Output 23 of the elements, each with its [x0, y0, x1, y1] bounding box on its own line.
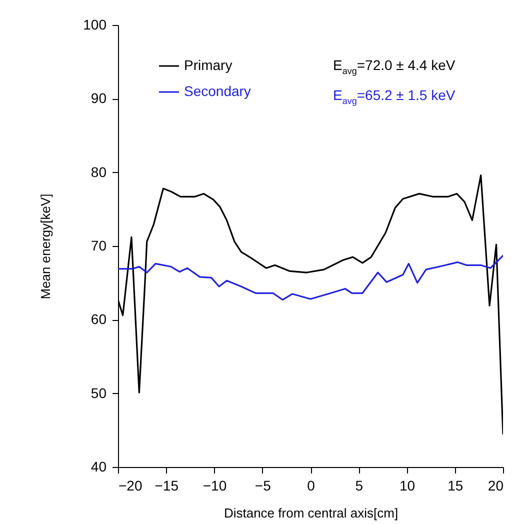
y-tick-label: 40: [90, 458, 107, 474]
y-tick-label: 50: [90, 384, 107, 401]
annotation: E$_{avg}$=72.0 ± 4.4 keV: [333, 57, 456, 76]
legend-label: Primary: [184, 57, 232, 73]
y-tick-label: 90: [90, 90, 107, 106]
x-tick-label: 0: [307, 478, 316, 494]
y-axis-title: Mean energy[keV]: [38, 194, 54, 300]
legend-label: Secondary: [184, 83, 251, 99]
y-tick-label: 60: [90, 311, 107, 328]
x-tick-label: 5: [355, 478, 364, 494]
y-tick-label: 70: [90, 238, 107, 254]
x-tick-label: −20: [118, 478, 142, 494]
y-tick-label: 100: [83, 16, 107, 32]
x-axis-title: Distance from central axis[cm]: [224, 506, 398, 520]
x-tick-label: −5: [254, 478, 272, 494]
x-tick-label: −15: [154, 478, 179, 494]
y-tick-label: 80: [90, 164, 107, 180]
x-tick-label: −10: [202, 478, 227, 494]
x-tick-label: 20: [488, 478, 504, 494]
annotation: E$_{avg}$=65.2 ± 1.5 keV: [333, 87, 456, 106]
x-tick-label: 10: [399, 478, 416, 494]
x-tick-label: 15: [448, 478, 464, 494]
line-series: [118, 254, 503, 301]
